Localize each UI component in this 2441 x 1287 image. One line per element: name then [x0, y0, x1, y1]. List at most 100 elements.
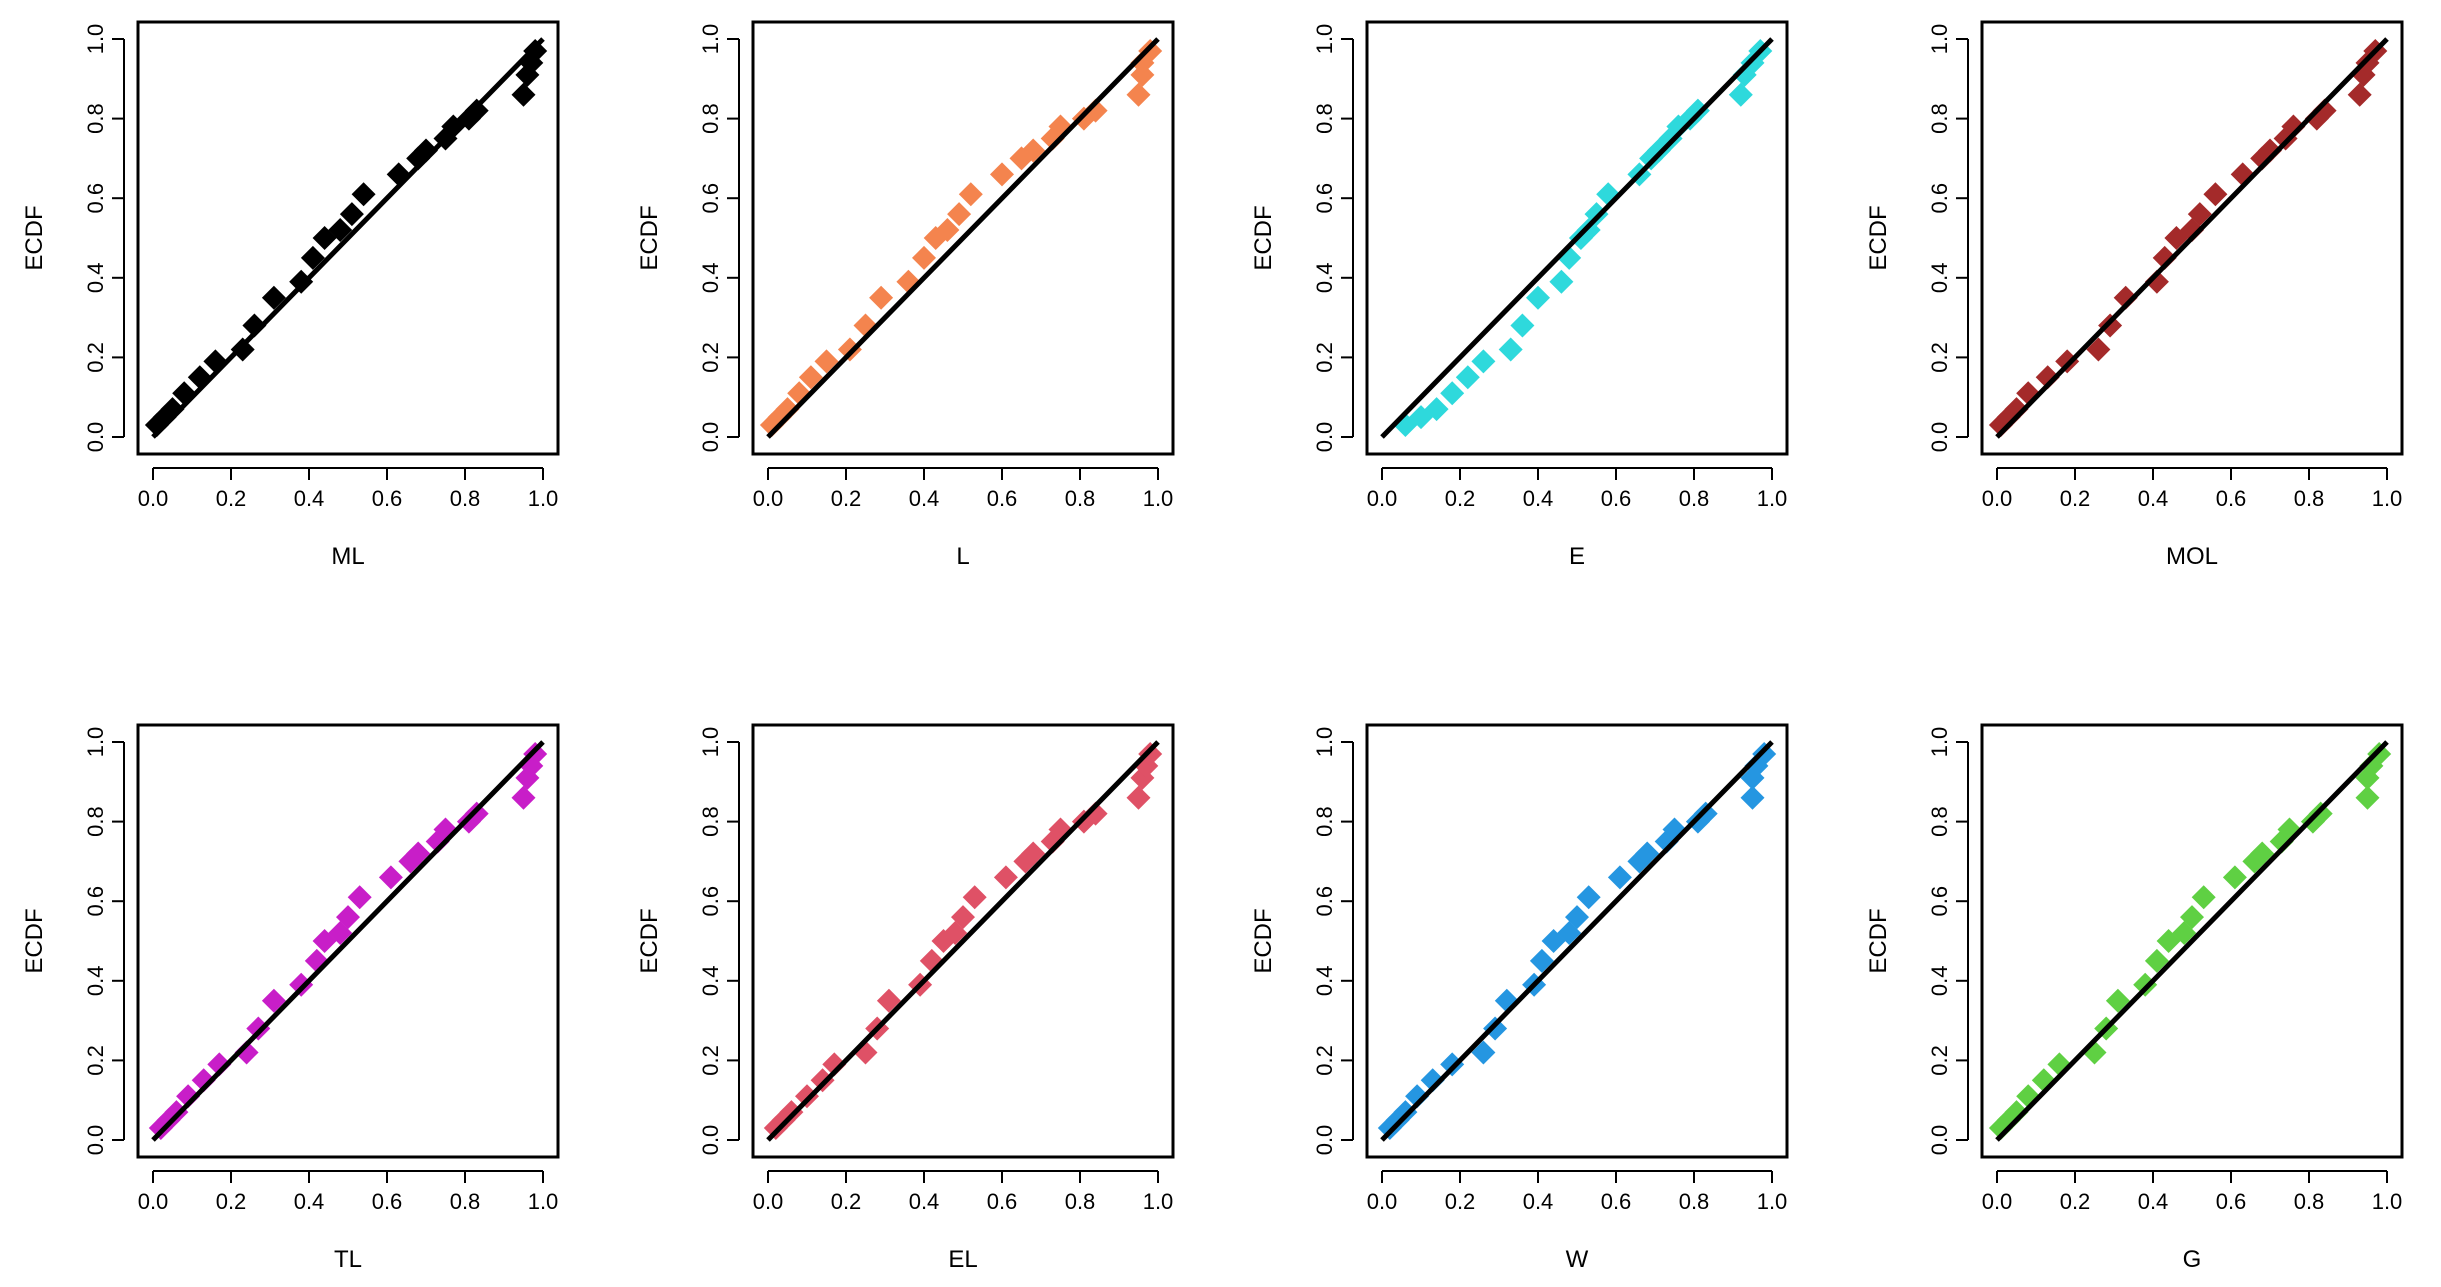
- data-points: [1988, 741, 2392, 1141]
- reference-line: [766, 37, 1160, 439]
- x-tick-label: 0.6: [372, 486, 403, 511]
- x-axis-title: E: [1569, 543, 1585, 570]
- x-tick-label: 1.0: [528, 486, 559, 511]
- data-point: [511, 82, 536, 107]
- y-axis: 0.0 0.2 0.4 0.6 0.8 1.0: [698, 727, 740, 1156]
- data-point: [2258, 138, 2282, 163]
- x-tick-label: 1.0: [2372, 486, 2403, 511]
- data-points: [1377, 741, 1777, 1141]
- data-point: [2191, 885, 2216, 910]
- data-point: [795, 1084, 819, 1109]
- data-point: [2281, 114, 2306, 139]
- y-tick-label: 0.2: [83, 342, 108, 373]
- data-point: [1471, 1040, 1496, 1065]
- x-axis: 0.0 0.2 0.4 0.6 0.8 1.0: [138, 467, 559, 511]
- y-tick-label: 0.2: [1927, 1045, 1952, 1076]
- x-axis: 0.0 0.2 0.4 0.6 0.8 1.0: [1982, 1170, 2403, 1214]
- data-point: [2113, 285, 2138, 310]
- y-tick-label: 0.6: [83, 183, 108, 214]
- data-point: [464, 801, 489, 826]
- x-tick-label: 0.4: [909, 486, 940, 511]
- data-point: [339, 202, 364, 227]
- data-point: [1126, 82, 1151, 107]
- reference-line: [1380, 37, 1774, 439]
- data-point: [1440, 381, 1465, 406]
- x-axis: 0.0 0.2 0.4 0.6 0.8 1.0: [753, 1170, 1173, 1214]
- x-tick-label: 0.0: [138, 486, 169, 511]
- data-point: [523, 38, 548, 63]
- x-tick-label: 1.0: [2372, 1189, 2403, 1214]
- y-tick-label: 0.4: [83, 966, 108, 997]
- y-tick-label: 0.0: [698, 422, 723, 453]
- data-point: [2004, 1100, 2029, 1125]
- plot-frame: [751, 723, 1175, 1159]
- data-point: [1693, 801, 1718, 826]
- plot-frame: [751, 20, 1175, 456]
- plot-frame: [1980, 723, 2404, 1159]
- panel-ml: 0.0 0.2 0.4 0.6 0.8 1.0 0.0 0.2 0.4 0.6 0.8 1.0 ML EC…: [21, 20, 560, 570]
- data-point: [2098, 313, 2123, 338]
- data-point: [2004, 397, 2029, 422]
- data-point: [869, 285, 894, 310]
- data-point: [160, 397, 185, 422]
- x-axis-title: ML: [331, 543, 364, 570]
- data-point: [822, 1052, 847, 1077]
- data-point: [1138, 38, 1163, 63]
- x-tick-label: 0.0: [138, 1189, 169, 1214]
- data-point: [378, 865, 403, 890]
- x-tick-label: 0.6: [987, 486, 1018, 511]
- x-tick-label: 0.0: [1982, 1189, 2013, 1214]
- y-tick-label: 0.6: [1312, 183, 1337, 214]
- x-axis-title: TL: [334, 1246, 362, 1273]
- data-point: [1455, 365, 1480, 390]
- x-tick-label: 0.6: [987, 1189, 1018, 1214]
- x-tick-label: 1.0: [1143, 486, 1174, 511]
- data-point: [1420, 1068, 1445, 1093]
- y-tick-label: 0.2: [698, 1045, 723, 1076]
- data-point: [1021, 841, 1046, 866]
- y-tick-label: 0.0: [83, 1125, 108, 1156]
- y-tick-label: 0.4: [1312, 966, 1337, 997]
- data-point: [1393, 1100, 1418, 1125]
- data-point: [1126, 785, 1151, 810]
- x-tick-label: 0.8: [1679, 486, 1710, 511]
- y-tick-label: 0.8: [1312, 103, 1337, 134]
- data-points: [1393, 38, 1773, 438]
- data-point: [300, 245, 325, 270]
- y-tick-label: 0.2: [1927, 342, 1952, 373]
- data-point: [261, 988, 286, 1013]
- x-axis-title: MOL: [2166, 543, 2218, 570]
- y-tick-label: 1.0: [1927, 727, 1952, 758]
- data-point: [990, 162, 1014, 187]
- y-axis-title: ECDF: [21, 205, 48, 270]
- y-axis: 0.0 0.2 0.4 0.6 0.8 1.0: [1927, 727, 1969, 1155]
- data-point: [1498, 337, 1523, 362]
- y-axis-title: ECDF: [636, 908, 663, 973]
- x-tick-label: 0.4: [1523, 486, 1554, 511]
- data-point: [2144, 269, 2169, 294]
- x-tick-label: 0.2: [831, 1189, 862, 1214]
- data-point: [2250, 841, 2275, 866]
- x-tick-label: 0.6: [2216, 1189, 2247, 1214]
- data-point: [2187, 202, 2212, 227]
- data-point: [289, 269, 314, 294]
- x-tick-label: 0.4: [294, 1189, 325, 1214]
- data-point: [261, 285, 286, 310]
- plot-frame: [136, 20, 560, 456]
- y-tick-label: 0.6: [1927, 183, 1952, 214]
- data-point: [1576, 885, 1601, 910]
- data-point: [2347, 82, 2372, 107]
- y-tick-label: 1.0: [83, 24, 108, 55]
- x-tick-label: 0.6: [2216, 486, 2247, 511]
- x-tick-label: 0.4: [2138, 1189, 2169, 1214]
- y-axis: 0.0 0.2 0.4 0.6 0.8 1.0: [1927, 24, 1969, 452]
- y-tick-label: 0.0: [698, 1125, 723, 1156]
- data-point: [336, 905, 360, 930]
- x-tick-label: 0.6: [1601, 486, 1632, 511]
- x-tick-label: 0.8: [1065, 1189, 1096, 1214]
- x-tick-label: 0.2: [1445, 1189, 1476, 1214]
- y-tick-label: 0.8: [83, 806, 108, 837]
- x-tick-label: 0.8: [450, 1189, 481, 1214]
- data-points: [148, 741, 548, 1141]
- data-point: [1021, 138, 1046, 163]
